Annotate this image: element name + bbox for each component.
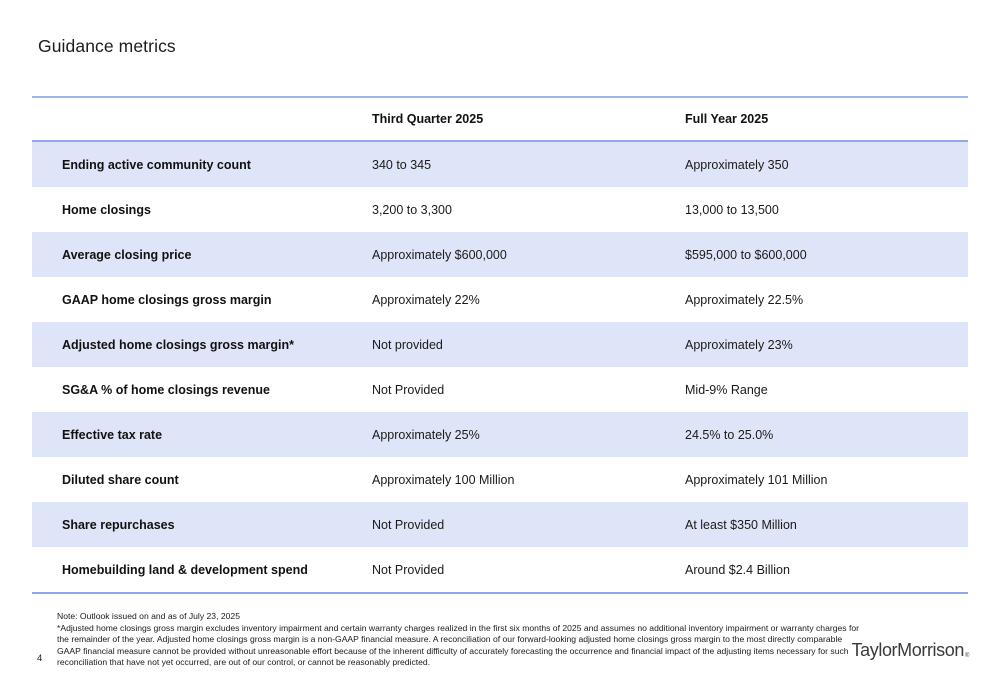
logo-text: TaylorMorrison [851,640,965,660]
fy-value-cell: Mid-9% Range [685,382,768,397]
table-row: Diluted share count Approximately 100 Mil… [32,457,968,502]
metric-cell: Diluted share count [62,472,179,487]
fy-value-cell: Approximately 22.5% [685,292,804,307]
taylor-morrison-logo: TaylorMorrison® [851,640,970,661]
table-header-row: Third Quarter 2025 Full Year 2025 [32,98,968,142]
registered-trademark-icon: ® [964,653,969,659]
metric-cell: Home closings [62,202,151,217]
page-number: 4 [37,653,43,664]
footnote-line: Note: Outlook issued on and as of July 2… [57,611,240,621]
q3-value-cell: 3,200 to 3,300 [372,202,452,217]
header-full-year-2025: Full Year 2025 [685,112,769,126]
q3-value-cell: Not Provided [372,517,445,532]
metric-cell: Effective tax rate [62,427,163,442]
guidance-table-rows: Ending active community count 340 to 345 A… [32,142,968,592]
q3-value-cell: Approximately 100 Million [372,472,515,487]
table-row: Average closing price Approximately $600,… [32,232,968,277]
footnotes: Note: Outlook issued on and as of July 2… [57,611,859,669]
metric-cell: GAAP home closings gross margin [62,292,272,307]
table-row: SG&A % of home closings revenue Not Provi… [32,367,968,412]
q3-value-cell: 340 to 345 [372,157,432,172]
footnote-line: GAAP financial measure cannot be provide… [57,645,849,656]
footnote-line: *Adjusted home closings gross margin exc… [57,622,859,633]
metric-cell: SG&A % of home closings revenue [62,382,270,397]
table-row: Ending active community count 340 to 345 A… [32,142,968,187]
fy-value-cell: 24.5% to 25.0% [685,427,774,442]
fy-value-cell: Around $2.4 Billion [685,562,790,577]
fy-value-cell: $595,000 to $600,000 [685,247,807,262]
guidance-table: Third Quarter 2025 Full Year 2025 Ending… [32,98,968,594]
fy-value-cell: 13,000 to 13,500 [685,202,779,217]
metric-cell: Share repurchases [62,517,175,532]
q3-value-cell: Not provided [372,337,443,352]
title-divider-line [32,96,968,98]
page-title: Guidance metrics [38,36,176,56]
footnote-line: reconciliation that have not yet occurre… [57,657,431,668]
table-bottom-line [32,592,968,594]
q3-value-cell: Approximately 22% [372,292,480,307]
metric-cell: Homebuilding land & development spend [62,562,308,577]
table-row: Share repurchases Not Provided At least $3… [32,502,968,547]
metric-cell: Average closing price [62,247,192,262]
q3-value-cell: Approximately $600,000 [372,247,507,262]
fy-value-cell: Approximately 23% [685,337,793,352]
table-row: GAAP home closings gross margin Approxima… [32,277,968,322]
metric-cell: Ending active community count [62,157,251,172]
fy-value-cell: At least $350 Million [685,517,797,532]
table-row: Home closings 3,200 to 3,300 13,000 to 13,… [32,187,968,232]
metric-cell: Adjusted home closings gross margin* [62,337,294,352]
q3-value-cell: Not Provided [372,562,445,577]
table-row: Effective tax rate Approximately 25% 24.5%… [32,412,968,457]
q3-value-cell: Approximately 25% [372,427,480,442]
footnote-line: the remainder of the year. Adjusted home… [57,634,843,645]
table-row: Homebuilding land & development spend Not… [32,547,968,592]
fy-value-cell: Approximately 101 Million [685,472,828,487]
fy-value-cell: Approximately 350 [685,157,789,172]
q3-value-cell: Not Provided [372,382,445,397]
header-third-quarter-2025: Third Quarter 2025 [372,112,484,126]
table-row: Adjusted home closings gross margin* Not … [32,322,968,367]
